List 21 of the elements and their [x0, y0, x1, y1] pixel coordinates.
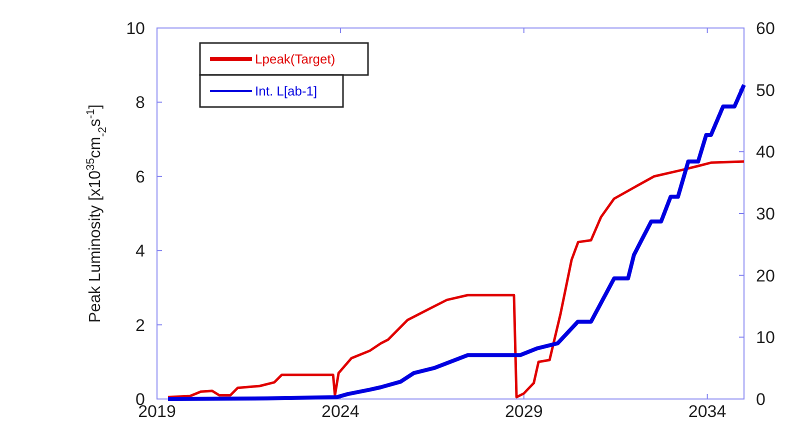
legend-entry: Lpeak(Target): [199, 42, 369, 76]
legend-entry: Int. L[ab-1]: [199, 74, 344, 108]
y2-tick-label: 50: [756, 80, 775, 100]
legend-label: Int. L[ab-1]: [255, 84, 318, 99]
y-tick-label: 4: [136, 242, 145, 261]
y2-tick-label: 40: [756, 142, 775, 162]
y2-tick-label: 60: [756, 18, 775, 38]
line-series: [166, 160, 746, 398]
legend-label: Lpeak(Target): [255, 52, 336, 67]
y-tick-label: 6: [136, 167, 145, 186]
x-tick-label: 2029: [504, 402, 543, 421]
y2-tick-label: 30: [756, 204, 775, 224]
x-tick-label: 2024: [322, 402, 360, 421]
y-tick-label: 2: [136, 316, 145, 335]
y2-tick-label: 20: [756, 266, 775, 286]
y-tick-label: 10: [126, 18, 145, 38]
x-tick-label: 2034: [688, 402, 726, 421]
y2-tick-label: 0: [756, 390, 766, 409]
y-tick-label: 8: [136, 93, 145, 112]
y2-tick-label: 10: [756, 328, 775, 348]
line-series: [166, 82, 746, 401]
